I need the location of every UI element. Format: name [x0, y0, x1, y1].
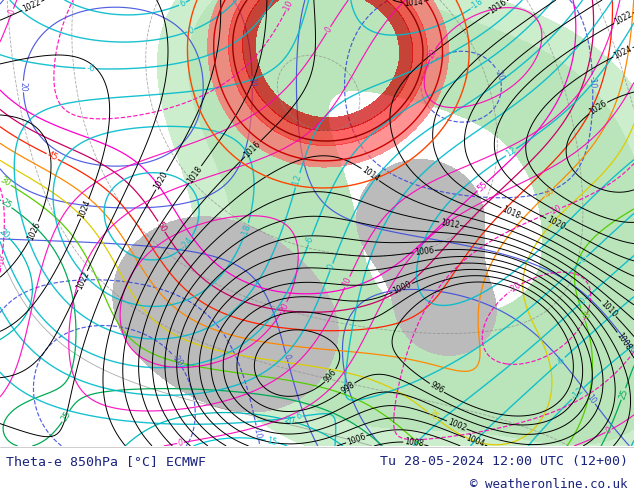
- Text: 1016: 1016: [242, 139, 262, 159]
- Text: 6: 6: [178, 0, 186, 9]
- Text: 0: 0: [323, 25, 333, 34]
- Text: 0: 0: [327, 263, 337, 271]
- Text: 35: 35: [425, 409, 439, 422]
- Text: 10: 10: [341, 275, 354, 288]
- Text: 25: 25: [0, 197, 13, 211]
- Text: 1008: 1008: [614, 331, 633, 352]
- Text: Theta-e 850hPa [°C] ECMWF: Theta-e 850hPa [°C] ECMWF: [6, 455, 206, 468]
- Text: 20: 20: [278, 301, 290, 314]
- Text: © weatheronline.co.uk: © weatheronline.co.uk: [470, 478, 628, 490]
- Text: 1018: 1018: [500, 204, 522, 220]
- Text: -10: -10: [548, 204, 563, 217]
- Text: -12: -12: [569, 386, 585, 402]
- Text: -10: -10: [0, 254, 7, 268]
- Text: 0: 0: [187, 25, 195, 36]
- Text: 1006: 1006: [414, 246, 434, 257]
- Text: 40: 40: [542, 185, 556, 199]
- Text: 1026: 1026: [26, 220, 42, 242]
- Text: -6: -6: [86, 64, 95, 74]
- Text: 1022: 1022: [74, 270, 91, 291]
- Text: -10: -10: [588, 75, 597, 88]
- Text: 25: 25: [59, 410, 72, 423]
- Text: 1014: 1014: [360, 165, 381, 184]
- Text: 1022: 1022: [21, 0, 42, 14]
- Text: 1020: 1020: [153, 170, 170, 191]
- Text: 1018: 1018: [186, 164, 204, 185]
- Text: -20: -20: [493, 67, 505, 82]
- Text: 6: 6: [579, 254, 589, 265]
- Text: -10: -10: [281, 0, 295, 14]
- Text: 0: 0: [178, 438, 184, 448]
- Text: 6: 6: [295, 412, 302, 421]
- Text: -12: -12: [292, 172, 304, 188]
- Text: 996: 996: [323, 368, 339, 384]
- Text: 12: 12: [504, 146, 518, 159]
- Text: 1020: 1020: [545, 215, 566, 232]
- Text: 50: 50: [155, 220, 168, 234]
- Text: 998: 998: [339, 380, 356, 395]
- Text: Tu 28-05-2024 12:00 UTC (12+00): Tu 28-05-2024 12:00 UTC (12+00): [380, 455, 628, 468]
- Text: 0: 0: [281, 353, 292, 360]
- Text: -20: -20: [508, 281, 523, 295]
- Text: 0: 0: [627, 344, 634, 354]
- Text: 45: 45: [46, 150, 59, 163]
- Text: -10: -10: [252, 425, 263, 440]
- Text: 20: 20: [19, 82, 28, 91]
- Text: 0: 0: [604, 426, 613, 436]
- Text: 1010: 1010: [598, 299, 619, 319]
- Text: 55: 55: [476, 179, 489, 193]
- Text: 20: 20: [0, 226, 11, 240]
- Text: 1014: 1014: [404, 0, 424, 8]
- Text: -18: -18: [469, 0, 485, 12]
- Text: 30: 30: [0, 175, 13, 189]
- Text: -24: -24: [179, 235, 195, 251]
- Text: 1000: 1000: [391, 280, 413, 296]
- Text: 10: 10: [248, 77, 257, 87]
- Text: 20: 20: [283, 415, 295, 426]
- Text: 1008: 1008: [404, 437, 424, 449]
- Text: 0: 0: [7, 8, 17, 16]
- Text: 1012: 1012: [439, 218, 460, 230]
- Text: -18: -18: [240, 222, 252, 238]
- Text: 20: 20: [426, 48, 439, 60]
- Text: 996: 996: [428, 380, 446, 395]
- Text: 10: 10: [585, 392, 598, 406]
- Text: 15: 15: [266, 436, 278, 447]
- Text: 25: 25: [618, 388, 630, 400]
- Text: -20: -20: [171, 353, 185, 368]
- Text: 30: 30: [577, 308, 589, 321]
- Text: 1024: 1024: [612, 44, 633, 60]
- Text: 1016: 1016: [488, 0, 509, 16]
- Text: 1006: 1006: [346, 432, 367, 447]
- Text: -6: -6: [555, 355, 567, 367]
- Text: 1024: 1024: [77, 198, 93, 220]
- Text: 0: 0: [578, 296, 588, 306]
- Text: 1026: 1026: [588, 99, 609, 117]
- Text: 1022: 1022: [613, 10, 634, 27]
- Text: -6: -6: [304, 235, 316, 245]
- Text: 1004: 1004: [464, 434, 486, 449]
- Text: 1002: 1002: [446, 417, 467, 433]
